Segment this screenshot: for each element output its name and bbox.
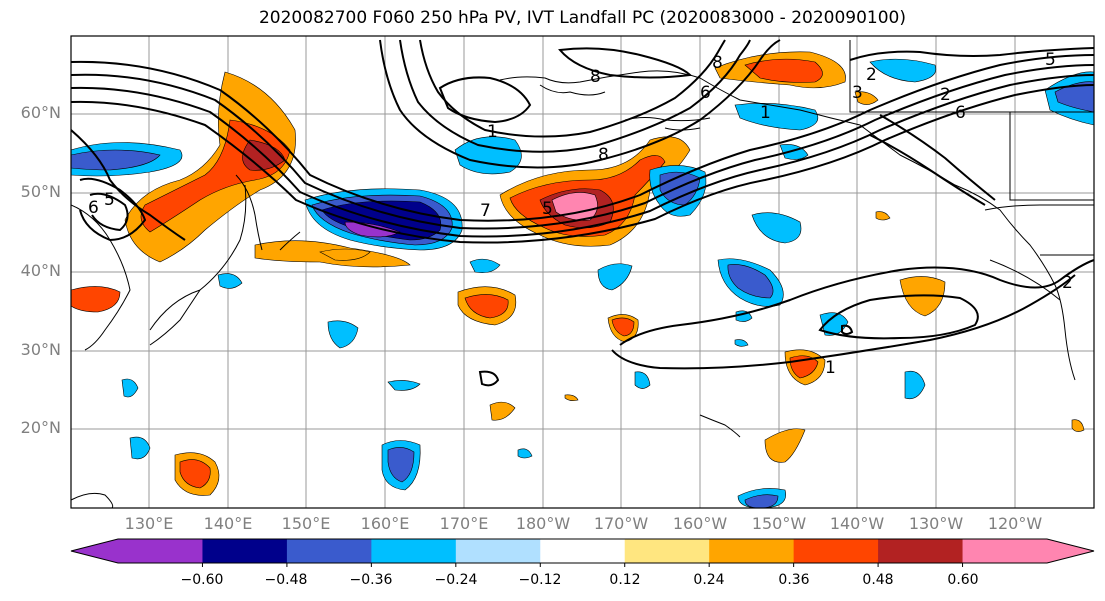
lon-label-170w: 170°W <box>593 514 649 533</box>
colorbar-tick-label: 0.12 <box>609 572 641 588</box>
contour-label: 1 <box>825 358 836 378</box>
lon-label-170e: 170°E <box>439 514 489 533</box>
colorbar-segment <box>286 539 372 563</box>
lon-label-150e: 150°E <box>281 514 331 533</box>
coastlines <box>71 40 1094 508</box>
contour-label: 1 <box>760 103 771 123</box>
lon-label-150w: 150°W <box>751 514 807 533</box>
contour-label: 5 <box>1045 50 1056 70</box>
lon-label-140w: 140°W <box>829 514 885 533</box>
colorbar-segment <box>371 539 457 563</box>
contour-labels: 1 5 6 8 2 1 7 8 2 2 1 6 3 5 6 8 5 <box>88 50 1073 378</box>
contour-label: 1 <box>487 122 498 142</box>
contour-label: 3 <box>852 83 863 103</box>
lon-label-140e: 140°E <box>203 514 253 533</box>
colorbar-tick-label: −0.12 <box>518 572 562 588</box>
colorbar-extend-max <box>1047 539 1094 563</box>
contour-label: 6 <box>955 103 966 123</box>
map-frame <box>70 35 1095 509</box>
colorbar-tick-label: −0.48 <box>264 572 308 588</box>
lat-label-40n: 40°N <box>20 261 61 280</box>
lon-label-180w: 180°W <box>515 514 571 533</box>
lat-label-60n: 60°N <box>20 103 61 122</box>
contour-label: 6 <box>700 83 711 103</box>
contour-label: 5 <box>542 199 553 219</box>
lat-label-20n: 20°N <box>20 418 61 437</box>
lat-label-30n: 30°N <box>20 340 61 359</box>
lat-label-50n: 50°N <box>20 182 61 201</box>
lon-label-120w: 120°W <box>987 514 1043 533</box>
colorbar-outline <box>70 538 1095 564</box>
contour-label: 2 <box>1062 273 1073 293</box>
lon-label-160e: 160°E <box>360 514 410 533</box>
ivt-contours <box>71 39 1094 387</box>
lon-label-160w: 160°W <box>672 514 728 533</box>
colorbar-tick-label: 0.36 <box>778 572 810 588</box>
colorbar-segment <box>793 539 879 563</box>
colorbar-tick-label: 0.24 <box>693 572 725 588</box>
contour-label: 2 <box>940 85 951 105</box>
colorbar-segment <box>118 539 203 563</box>
lon-label-130w: 130°W <box>908 514 964 533</box>
colorbar-segment <box>709 539 795 563</box>
contour-label: 6 <box>88 198 99 218</box>
contour-label: 2 <box>866 65 877 85</box>
colorbar-tick-label: 0.48 <box>862 572 894 588</box>
gridlines <box>71 36 1094 508</box>
colorbar-tick-label: −0.24 <box>434 572 478 588</box>
colorbar-extend-min <box>71 539 118 563</box>
colorbar-segment <box>624 539 710 563</box>
colorbar-segment <box>540 539 626 563</box>
colorbar-segment <box>962 539 1048 563</box>
colorbar-segment <box>202 539 288 563</box>
contour-label: 8 <box>712 53 723 73</box>
colorbar-tick-label: −0.36 <box>349 572 393 588</box>
colorbar-segment <box>878 539 964 563</box>
contour-label: 5 <box>104 190 115 210</box>
colorbar-tick-label: 0.60 <box>947 572 979 588</box>
contour-label: 8 <box>590 67 601 87</box>
colorbar-segment <box>455 539 541 563</box>
lon-label-130e: 130°E <box>124 514 174 533</box>
colorbar-tick-label: −0.60 <box>180 572 224 588</box>
contour-label: 7 <box>480 201 491 221</box>
map-title: 2020082700 F060 250 hPa PV, IVT Landfall… <box>258 8 906 28</box>
contour-label: 8 <box>598 145 609 165</box>
pv-anomaly-fills <box>71 51 1094 508</box>
